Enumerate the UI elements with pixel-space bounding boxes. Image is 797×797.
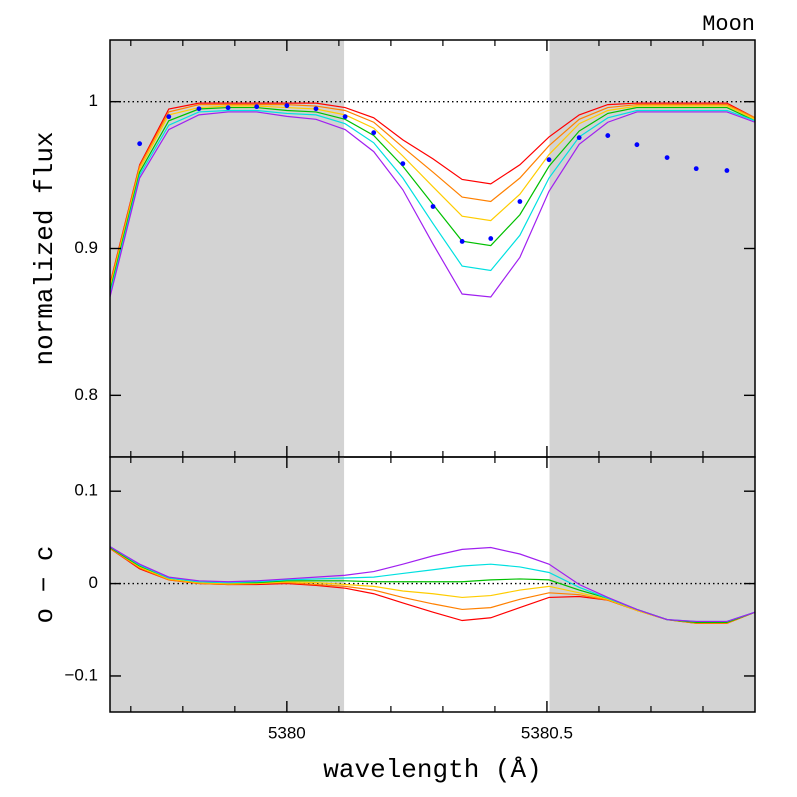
observed-point xyxy=(342,114,348,120)
series-line xyxy=(110,102,755,284)
series-line xyxy=(110,104,755,286)
y-tick-label: −0.1 xyxy=(64,665,98,684)
observed-point xyxy=(693,166,699,172)
observed-point xyxy=(225,105,231,111)
observed-point xyxy=(576,135,582,141)
y-tick-label: 0.8 xyxy=(74,385,98,404)
shaded-region xyxy=(549,457,755,712)
series-line xyxy=(110,111,755,298)
panel-frame xyxy=(109,456,756,713)
x-tick-label: 5380 xyxy=(268,723,306,742)
observed-point xyxy=(517,199,523,204)
observed-point xyxy=(459,239,465,244)
x-tick-label: 5380.5 xyxy=(521,723,573,742)
observed-point xyxy=(400,161,406,167)
observed-point xyxy=(254,104,260,110)
observed-point xyxy=(371,130,377,136)
panel xyxy=(110,40,755,457)
y-tick-label: 1 xyxy=(89,91,98,110)
y-tick-label: 0.1 xyxy=(74,481,98,500)
x-axis-label: wavelength (Å) xyxy=(323,755,541,785)
series-line xyxy=(110,546,755,623)
observed-point xyxy=(284,103,290,109)
series-line xyxy=(110,109,755,295)
observed-point xyxy=(488,236,494,241)
panel xyxy=(110,457,755,712)
series-line xyxy=(110,105,755,289)
observed-point xyxy=(634,142,640,148)
y-axis-label: normalized flux xyxy=(30,131,60,365)
chart-title: Moon xyxy=(702,12,755,37)
observed-point xyxy=(546,157,552,163)
y-axis-label: o − c xyxy=(30,545,60,623)
y-tick-label: 0 xyxy=(89,573,98,592)
observed-point xyxy=(430,204,436,209)
observed-point xyxy=(137,141,143,147)
observed-point xyxy=(664,155,670,161)
observed-point xyxy=(313,106,319,112)
observed-point xyxy=(605,133,611,138)
observed-point xyxy=(166,114,172,120)
y-tick-label: 0.9 xyxy=(74,238,98,257)
observed-point xyxy=(724,168,730,173)
observed-point xyxy=(196,106,202,112)
shaded-region xyxy=(549,40,755,457)
